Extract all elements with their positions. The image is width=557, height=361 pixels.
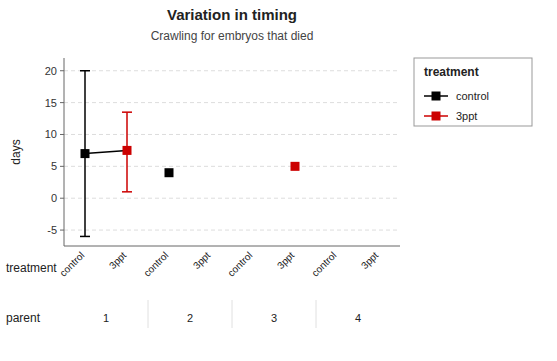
tick-label: 15 (45, 97, 57, 109)
point (165, 168, 174, 177)
tick-label: 10 (45, 128, 57, 140)
tick-label: 20 (45, 65, 57, 77)
group-label: 3 (271, 312, 277, 324)
grid-line (64, 230, 400, 231)
tick-label: control (57, 250, 86, 279)
group-label: 1 (103, 312, 109, 324)
grid-line (64, 166, 400, 167)
plot-area (80, 71, 300, 237)
grid-line (64, 198, 400, 199)
tick-mark (60, 166, 64, 167)
tick-label: -5 (47, 224, 57, 236)
title: Variation in timing (167, 6, 297, 23)
axis-label: treatment (6, 261, 57, 275)
subtitle: Crawling for embryos that died (151, 29, 314, 43)
tick-label: 3ppt (275, 249, 297, 271)
group-divider (316, 300, 317, 328)
grid-line (64, 134, 400, 135)
legend-label: control (456, 90, 489, 102)
connector-line (85, 150, 127, 153)
grid-line (64, 70, 400, 71)
tick-label: control (141, 250, 170, 279)
axis-label: days (9, 139, 23, 164)
x-axis (64, 246, 400, 247)
point (123, 146, 132, 155)
tick-label: 0 (51, 192, 57, 204)
group-divider (232, 300, 233, 328)
grid-line (64, 102, 400, 103)
tick-mark (60, 102, 64, 103)
tick-label: control (225, 250, 254, 279)
tick-label: 3ppt (359, 249, 381, 271)
group-label: 4 (355, 312, 361, 324)
error-bar (80, 71, 90, 237)
legend-frame (414, 58, 532, 126)
axis-label: parent (6, 311, 41, 325)
tick-label: 3ppt (107, 249, 129, 271)
tick-mark (60, 198, 64, 199)
group-label: 2 (187, 312, 193, 324)
legend-marker (432, 112, 441, 121)
tick-mark (60, 230, 64, 231)
y-axis (64, 58, 65, 246)
legend-title: treatment (424, 65, 479, 79)
group-divider (148, 300, 149, 328)
chart: Variation in timing Crawling for embryos … (0, 0, 557, 361)
legend-marker (432, 92, 441, 101)
error-bar (122, 112, 132, 192)
point (291, 162, 300, 171)
legend-label: 3ppt (456, 110, 477, 122)
tick-label: 5 (51, 160, 57, 172)
tick-label: 3ppt (191, 249, 213, 271)
tick-label: control (309, 250, 338, 279)
point (81, 149, 90, 158)
tick-mark (60, 70, 64, 71)
tick-mark (60, 134, 64, 135)
legend: treatment control 3ppt (414, 58, 532, 126)
